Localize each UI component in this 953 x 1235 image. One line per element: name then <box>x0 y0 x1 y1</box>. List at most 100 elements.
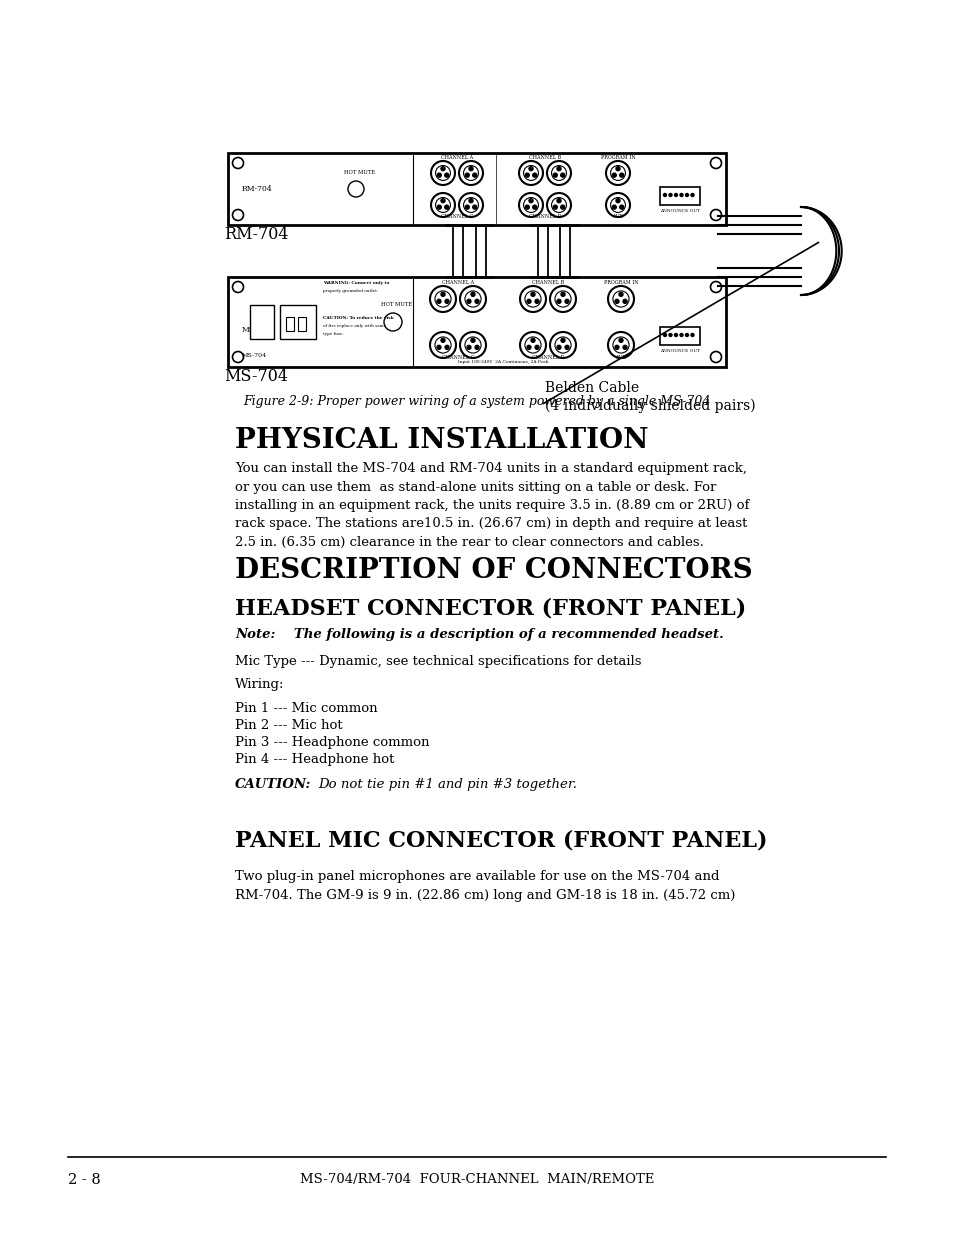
Text: DESCRIPTION OF CONNECTORS: DESCRIPTION OF CONNECTORS <box>234 557 752 584</box>
Circle shape <box>526 346 531 350</box>
Text: Pin 2 --- Mic hot: Pin 2 --- Mic hot <box>234 719 342 732</box>
Circle shape <box>615 299 618 304</box>
Text: CHANNEL A: CHANNEL A <box>440 156 473 161</box>
Text: CHANNEL B: CHANNEL B <box>528 156 560 161</box>
Circle shape <box>535 299 538 304</box>
Circle shape <box>445 299 449 304</box>
Circle shape <box>674 333 677 336</box>
Circle shape <box>436 205 441 209</box>
Text: PROGRAM IN: PROGRAM IN <box>603 280 638 285</box>
Text: MS-704: MS-704 <box>224 368 288 385</box>
Circle shape <box>622 346 626 350</box>
Circle shape <box>662 333 666 336</box>
Text: Two plug-in panel microphones are available for use on the MS-704 and
RM-704. Th: Two plug-in panel microphones are availa… <box>234 869 735 902</box>
Circle shape <box>560 205 564 209</box>
Circle shape <box>612 205 616 209</box>
Circle shape <box>440 293 444 296</box>
Circle shape <box>690 333 693 336</box>
Circle shape <box>525 173 529 177</box>
Circle shape <box>440 338 444 342</box>
Text: Pin 4 --- Headphone hot: Pin 4 --- Headphone hot <box>234 753 394 766</box>
Text: Input 100-240V  2A Continuous, 2A Peak: Input 100-240V 2A Continuous, 2A Peak <box>457 359 548 364</box>
Text: type fuse.: type fuse. <box>323 332 343 336</box>
Circle shape <box>469 199 473 203</box>
Circle shape <box>526 299 531 304</box>
Circle shape <box>466 299 471 304</box>
Text: Figure 2-9: Proper power wiring of a system powered by a single MS-704: Figure 2-9: Proper power wiring of a sys… <box>243 395 710 408</box>
Text: PHYSICAL INSTALLATION: PHYSICAL INSTALLATION <box>234 427 648 454</box>
Text: HEADSET CONNECTOR (FRONT PANEL): HEADSET CONNECTOR (FRONT PANEL) <box>234 597 745 619</box>
Text: Note:    The following is a description of a recommended headset.: Note: The following is a description of … <box>234 629 723 641</box>
Circle shape <box>532 205 537 209</box>
Text: 2 - 8: 2 - 8 <box>68 1173 101 1187</box>
Bar <box>659 327 700 345</box>
Circle shape <box>668 333 671 336</box>
Circle shape <box>622 299 626 304</box>
Text: AUX: AUX <box>612 214 623 219</box>
Bar <box>228 277 725 367</box>
Circle shape <box>619 205 623 209</box>
Circle shape <box>475 346 478 350</box>
Circle shape <box>616 199 619 203</box>
Circle shape <box>618 338 622 342</box>
Text: of fire replace only with same: of fire replace only with same <box>323 324 386 329</box>
Circle shape <box>557 167 560 170</box>
Circle shape <box>444 173 448 177</box>
Circle shape <box>471 293 475 296</box>
Circle shape <box>690 194 693 196</box>
Text: ANNOUNCE OUT: ANNOUNCE OUT <box>659 209 700 212</box>
Circle shape <box>473 205 476 209</box>
Circle shape <box>679 194 682 196</box>
Circle shape <box>685 333 688 336</box>
Circle shape <box>469 167 473 170</box>
Circle shape <box>557 346 560 350</box>
Circle shape <box>685 194 688 196</box>
Circle shape <box>618 293 622 296</box>
Bar <box>286 317 294 331</box>
Circle shape <box>560 293 564 296</box>
Text: properly grounded outlet.: properly grounded outlet. <box>323 289 377 293</box>
Circle shape <box>662 194 666 196</box>
Circle shape <box>466 346 471 350</box>
Text: Do not tie pin #1 and pin #3 together.: Do not tie pin #1 and pin #3 together. <box>317 778 577 790</box>
Text: AUX: AUX <box>615 354 626 359</box>
Circle shape <box>615 346 618 350</box>
Text: PANEL MIC CONNECTOR (FRONT PANEL): PANEL MIC CONNECTOR (FRONT PANEL) <box>234 830 767 852</box>
Circle shape <box>616 167 619 170</box>
Bar <box>250 305 274 338</box>
Text: You can install the MS-704 and RM-704 units in a standard equipment rack,
or you: You can install the MS-704 and RM-704 un… <box>234 462 749 550</box>
Circle shape <box>564 346 568 350</box>
Circle shape <box>531 293 535 296</box>
Text: CHANNEL D: CHANNEL D <box>528 214 560 219</box>
Circle shape <box>553 173 557 177</box>
Text: Belden Cable: Belden Cable <box>544 382 639 395</box>
Text: Wiring:: Wiring: <box>234 678 284 692</box>
Text: MS-704: MS-704 <box>242 353 267 358</box>
Text: CAUTION:: CAUTION: <box>234 778 311 790</box>
Circle shape <box>475 299 478 304</box>
Circle shape <box>473 173 476 177</box>
Text: RM-704: RM-704 <box>224 226 288 243</box>
Circle shape <box>440 167 444 170</box>
Text: HOT MUTE: HOT MUTE <box>344 170 375 175</box>
Text: CHANNEL C: CHANNEL C <box>441 354 474 359</box>
Circle shape <box>560 173 564 177</box>
Text: PROGRAM IN: PROGRAM IN <box>600 156 635 161</box>
Text: MS-704: MS-704 <box>242 326 273 333</box>
Text: CHANNEL A: CHANNEL A <box>441 280 474 285</box>
Bar <box>659 186 700 205</box>
Circle shape <box>532 173 537 177</box>
Circle shape <box>612 173 616 177</box>
Text: Pin 1 --- Mic common: Pin 1 --- Mic common <box>234 701 377 715</box>
Text: WARNING: Connect only to: WARNING: Connect only to <box>323 282 389 285</box>
Circle shape <box>465 205 469 209</box>
Circle shape <box>436 346 440 350</box>
Text: RM-704: RM-704 <box>242 185 273 193</box>
Circle shape <box>445 346 449 350</box>
Bar <box>228 153 725 225</box>
Circle shape <box>668 194 671 196</box>
Text: CHANNEL B: CHANNEL B <box>532 280 563 285</box>
Circle shape <box>679 333 682 336</box>
Circle shape <box>564 299 568 304</box>
Text: HOT MUTE: HOT MUTE <box>380 303 412 308</box>
